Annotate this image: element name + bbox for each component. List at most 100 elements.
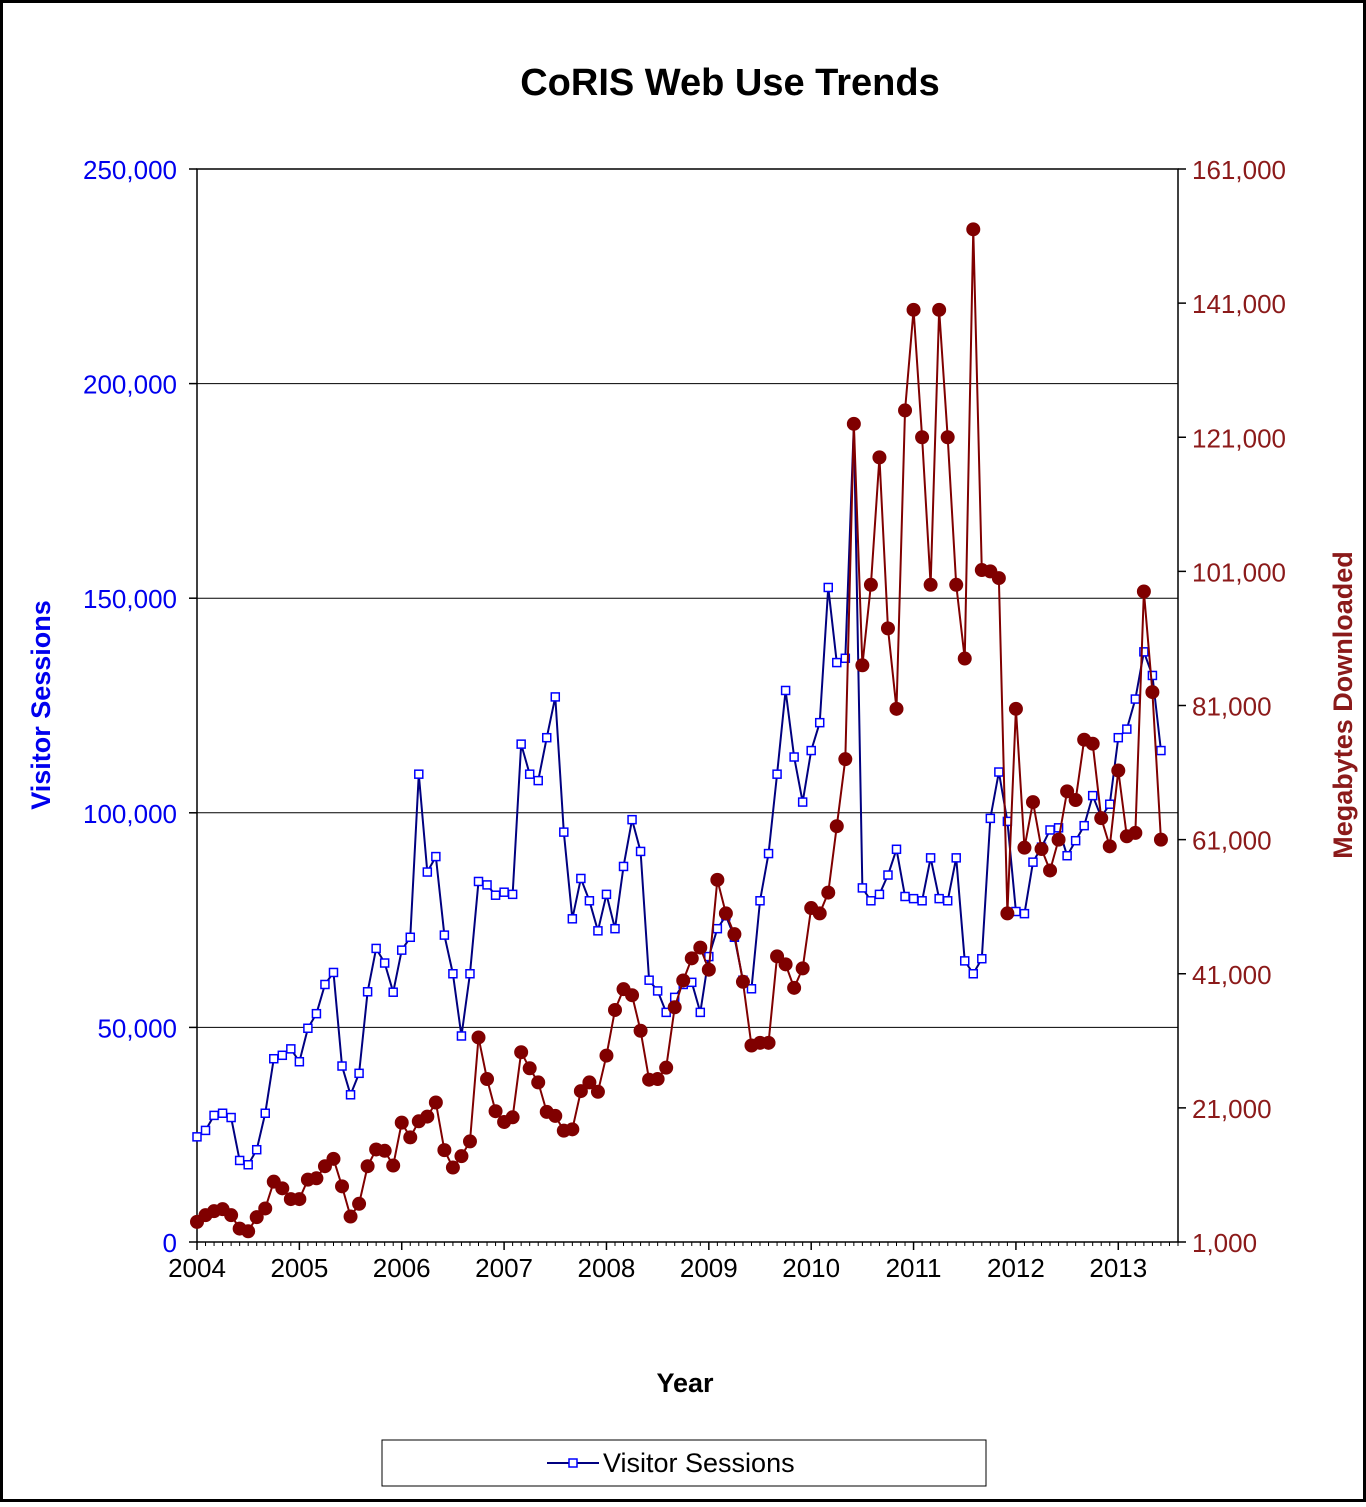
data-point <box>915 430 930 445</box>
data-point <box>951 853 961 863</box>
data-point <box>855 658 870 673</box>
data-point <box>949 577 964 592</box>
data-point <box>701 962 716 977</box>
data-point <box>872 450 887 465</box>
x-tick-label: 2012 <box>987 1253 1045 1283</box>
data-point <box>482 880 492 890</box>
data-point <box>292 1192 307 1207</box>
data-point <box>217 1108 228 1118</box>
data-point <box>942 896 953 906</box>
data-point <box>710 872 725 887</box>
data-point <box>635 846 646 857</box>
data-point <box>898 403 913 418</box>
data-point <box>275 1181 290 1196</box>
data-point <box>445 1160 460 1175</box>
data-point <box>761 1035 776 1050</box>
data-point <box>832 657 842 668</box>
data-point <box>488 1104 503 1119</box>
data-point <box>507 889 518 900</box>
y2-tick-label: 141,000 <box>1192 289 1286 319</box>
data-point <box>309 1171 324 1186</box>
data-point <box>780 685 791 696</box>
data-point <box>590 1084 605 1099</box>
data-point <box>567 914 578 924</box>
data-point <box>880 621 895 636</box>
data-point <box>559 827 569 837</box>
data-point <box>522 1061 537 1076</box>
data-point <box>883 870 893 880</box>
data-point <box>1034 842 1049 857</box>
y2-tick-label: 121,000 <box>1192 423 1286 453</box>
data-point <box>1094 811 1109 826</box>
data-point <box>889 701 904 716</box>
x-tick-label: 2010 <box>782 1253 840 1283</box>
data-point <box>1068 793 1083 808</box>
data-point <box>940 430 955 445</box>
data-point <box>343 1209 358 1224</box>
y-tick-label: 250,000 <box>83 155 177 185</box>
data-point <box>1136 584 1151 599</box>
data-point <box>541 732 552 743</box>
data-point <box>582 1075 597 1090</box>
data-point <box>328 967 339 978</box>
y2-tick-label: 81,000 <box>1192 692 1272 722</box>
x-axis: 2004 2005 2006 2007 2008 2009 2010 2011 2012 2013 <box>168 1242 1179 1283</box>
y-tick-label: 0 <box>163 1228 177 1258</box>
data-point <box>874 889 885 900</box>
data-point <box>379 958 390 968</box>
data-point <box>565 1122 580 1137</box>
data-point <box>1153 832 1168 847</box>
data-point <box>462 1134 477 1149</box>
y2-tick-label: 61,000 <box>1192 826 1272 856</box>
data-point <box>345 1090 356 1100</box>
chart-title: CoRIS Web Use Trends <box>520 62 940 104</box>
series-1 <box>190 222 1168 1239</box>
data-point <box>755 896 765 906</box>
data-point <box>377 1143 392 1158</box>
data-point <box>676 973 691 988</box>
data-point <box>303 1023 313 1034</box>
gridlines <box>197 383 1178 1028</box>
data-point <box>403 1130 418 1145</box>
data-point <box>797 797 808 807</box>
data-point <box>644 975 654 985</box>
y2-tick-label: 161,000 <box>1192 155 1286 185</box>
data-point <box>625 988 640 1003</box>
data-point <box>431 851 441 862</box>
data-point <box>633 1023 648 1038</box>
data-point <box>1051 832 1066 847</box>
x-tick-label: 2009 <box>680 1253 738 1283</box>
data-point <box>667 1000 682 1015</box>
data-point <box>269 1053 279 1064</box>
data-point <box>607 1002 622 1017</box>
data-point <box>650 1072 665 1087</box>
x-tick-label: 2006 <box>373 1253 431 1283</box>
data-point <box>352 1196 367 1211</box>
data-point <box>286 1044 296 1054</box>
data-point <box>772 769 782 779</box>
data-point <box>241 1224 256 1239</box>
data-point <box>789 752 799 762</box>
data-point <box>994 767 1004 777</box>
x-tick-label: 2011 <box>886 1253 942 1283</box>
data-point <box>932 302 947 317</box>
data-point <box>258 1201 273 1216</box>
y-tick-label: 150,000 <box>83 584 177 614</box>
x-tick-label: 2008 <box>578 1253 636 1283</box>
data-point <box>1122 724 1132 734</box>
data-point <box>925 853 936 863</box>
data-point <box>1113 732 1124 743</box>
right-axis: 1,000 21,000 41,000 61,000 81,000 101,000 121,… <box>1178 155 1286 1258</box>
y2-axis-label: Megabytes Downloaded <box>1328 551 1358 859</box>
data-point <box>439 930 450 940</box>
data-point <box>371 943 381 954</box>
data-point <box>1017 840 1032 855</box>
x-axis-label: Year <box>656 1368 714 1398</box>
data-point <box>712 923 723 934</box>
x-tick-label: 2004 <box>168 1253 226 1283</box>
data-point <box>900 891 910 902</box>
data-point <box>550 692 561 702</box>
data-point <box>695 1007 706 1018</box>
data-point <box>405 932 416 943</box>
